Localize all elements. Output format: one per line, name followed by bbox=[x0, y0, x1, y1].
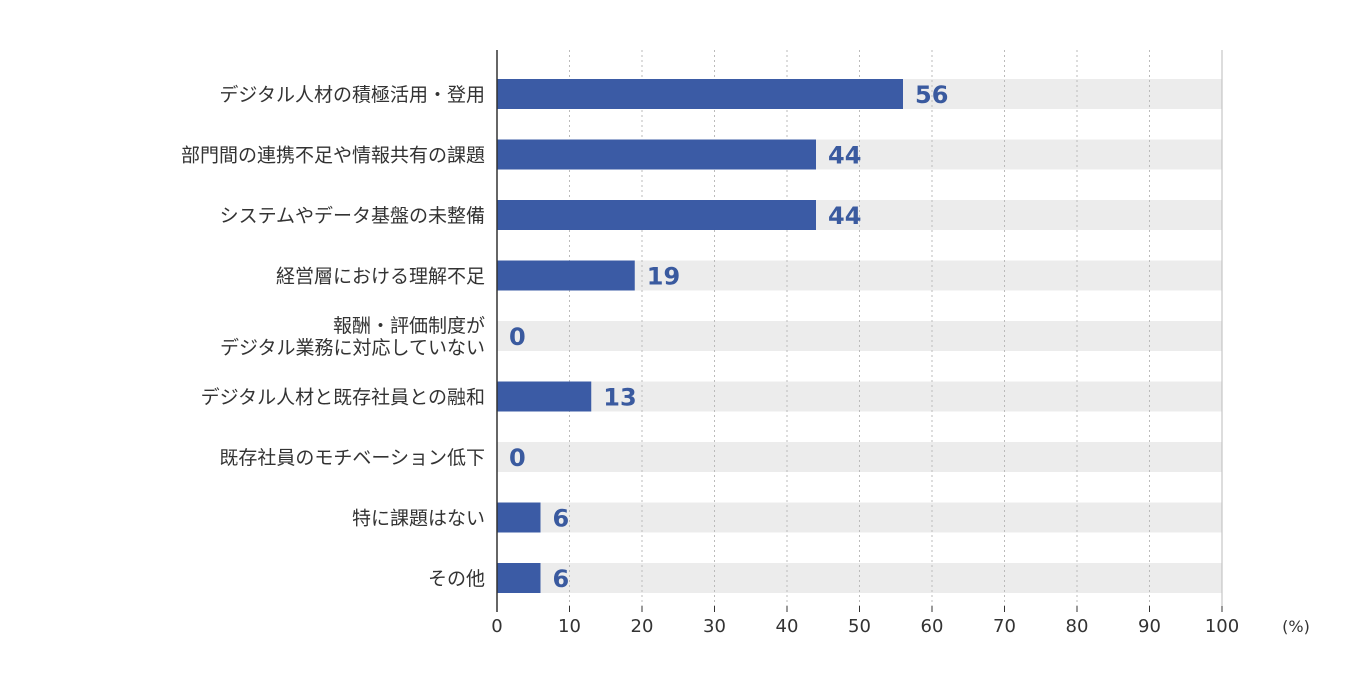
x-tick-label: 100 bbox=[1205, 616, 1239, 637]
category-label: その他 bbox=[428, 568, 485, 590]
value-label: 6 bbox=[553, 565, 570, 593]
x-tick-label: 50 bbox=[848, 616, 871, 637]
category-label-line: 特に課題はない bbox=[352, 508, 485, 530]
bar bbox=[497, 381, 592, 412]
value-label: 56 bbox=[915, 81, 948, 109]
bar bbox=[497, 200, 816, 230]
category-label-line: 部門間の連携不足や情報共有の課題 bbox=[181, 145, 485, 167]
x-tick-label: 20 bbox=[631, 616, 654, 637]
x-tick-label: 0 bbox=[491, 616, 502, 637]
category-label: システムやデータ基盤の未整備 bbox=[220, 205, 485, 227]
x-tick-label: 70 bbox=[993, 616, 1016, 637]
category-label: デジタル人材と既存社員との融和 bbox=[201, 387, 485, 409]
bar bbox=[497, 260, 635, 291]
value-label: 44 bbox=[828, 202, 861, 230]
value-label: 19 bbox=[647, 263, 680, 291]
x-unit-label: (%) bbox=[1282, 617, 1310, 636]
category-label: 既存社員のモチベーション低下 bbox=[219, 447, 485, 469]
x-tick-label: 30 bbox=[703, 616, 726, 637]
category-label-line: その他 bbox=[428, 568, 485, 590]
category-label: 報酬・評価制度がデジタル業務に対応していない bbox=[220, 315, 485, 359]
category-label-line: 既存社員のモチベーション低下 bbox=[219, 447, 485, 469]
x-tick-label: 60 bbox=[921, 616, 944, 637]
bar bbox=[497, 563, 541, 593]
bar bbox=[497, 139, 816, 170]
bar-track bbox=[497, 563, 1222, 593]
x-tick-label: 80 bbox=[1066, 616, 1089, 637]
x-tick-label: 10 bbox=[558, 616, 581, 637]
category-label-line: デジタル人材と既存社員との融和 bbox=[201, 387, 485, 409]
value-label: 13 bbox=[603, 384, 636, 412]
value-label: 44 bbox=[828, 142, 861, 170]
value-label: 0 bbox=[509, 323, 526, 351]
category-label-line: システムやデータ基盤の未整備 bbox=[220, 205, 485, 227]
category-label-line: 経営層における理解不足 bbox=[276, 266, 485, 288]
category-label: 部門間の連携不足や情報共有の課題 bbox=[181, 145, 485, 167]
bar bbox=[497, 79, 903, 109]
category-label-line: デジタル業務に対応していない bbox=[220, 337, 485, 359]
value-label: 0 bbox=[509, 444, 526, 472]
category-label: デジタル人材の積極活用・登用 bbox=[219, 84, 485, 106]
category-label: 特に課題はない bbox=[352, 508, 485, 530]
category-label-line: デジタル人材の積極活用・登用 bbox=[219, 84, 485, 106]
value-label: 6 bbox=[553, 505, 570, 533]
bar bbox=[497, 502, 541, 533]
x-tick-label: 90 bbox=[1138, 616, 1161, 637]
category-label: 経営層における理解不足 bbox=[276, 266, 485, 288]
x-tick-label: 40 bbox=[776, 616, 799, 637]
bar-track bbox=[497, 502, 1222, 533]
category-label-line: 報酬・評価制度が bbox=[333, 315, 485, 337]
